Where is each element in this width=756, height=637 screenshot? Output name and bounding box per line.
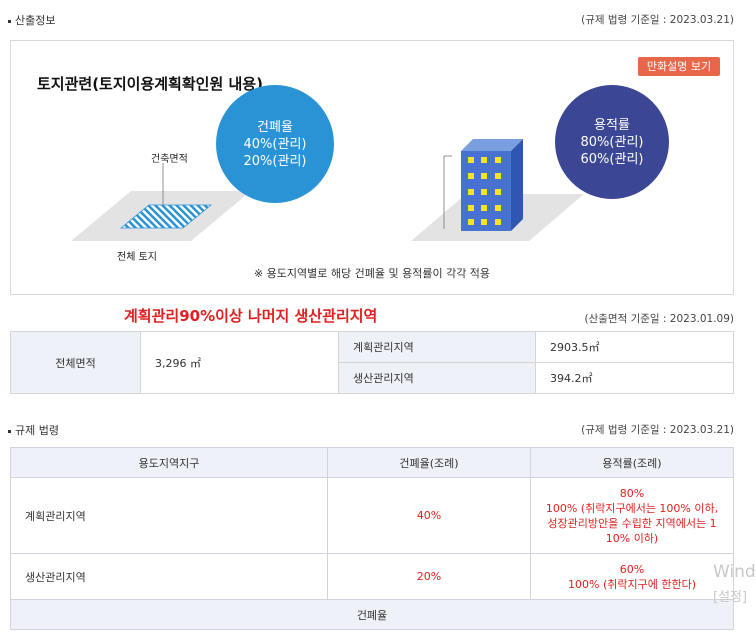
zoning-note: ※ 용도지역별로 해당 건폐율 및 용적률이 각각 적용 [253,267,491,280]
far-value: 80% 100% (취락지구에서는 100% 이하, 성장관리방안을 수립한 지… [530,477,734,554]
coverage-label: 건폐율 [257,119,293,135]
far-value: 60% 100% (취락지구에 한한다) [530,553,734,600]
calc-info-ref-date: (규제 법령 기준일 : 2023.03.21) [581,14,734,26]
bullet-icon [8,429,11,433]
total-area-label: 전체면적 [10,331,141,394]
building-illustration [411,139,584,241]
far-line: 60% [619,562,645,576]
table-row: 생산관리지역 20% 60% 100% (취락지구에 한한다) [10,553,734,600]
col-header-coverage: 건폐율(조례) [327,447,531,478]
far-label: 용적률 [594,117,630,133]
windows-watermark-settings: [설정] [713,590,748,605]
table-header-row: 용도지역지구 건폐율(조례) 용적률(조례) [10,447,734,478]
coverage-circle: 건폐율 40%(관리) 20%(관리) [216,85,334,203]
far-circle: 용적률 80%(관리) 60%(관리) [555,85,669,199]
far-line: 100% (취락지구에서는 100% 이하, [545,501,719,515]
table-row: 전체면적 3,296 ㎡ 계획관리지역 2903.5㎡ [10,331,734,394]
zone-name: 생산관리지역 [10,553,328,600]
far-line: 10% 이하) [605,531,659,545]
bullet-icon [8,19,11,23]
zone-area: 2903.5㎡ [535,331,734,363]
coverage-value-2: 20%(관리) [243,153,307,169]
regulation-heading: 규제 법령 [8,422,59,438]
calc-info-heading-text: 산출정보 [15,14,56,27]
zone-name: 계획관리지역 [10,477,328,554]
far-line: 100% (취락지구에 한한다) [568,577,696,591]
building-footprint [119,204,213,229]
far-line: 성장관리방안을 수립한 지역에서는 1 [547,516,717,530]
windows-watermark-title: Wind [713,562,756,582]
plan-ref-date: (산출면적 기준일 : 2023.01.09) [584,313,734,325]
zone-area: 394.2㎡ [535,362,734,394]
building-windows [468,157,501,225]
far-value-1: 80%(관리) [580,134,644,150]
total-land-label: 전체 토지 [117,252,157,263]
zone-name: 계획관리지역 [338,331,536,363]
table-row: 계획관리지역 40% 80% 100% (취락지구에서는 100% 이하, 성장… [10,477,734,554]
coverage-value-1: 40%(관리) [243,136,307,152]
zone-name: 생산관리지역 [338,362,536,394]
table-sub-header-row: 건폐율 [10,599,734,630]
coverage-sub-header: 건폐율 [10,599,734,630]
building-area-label: 건축면적 [151,154,188,165]
area-table: 전체면적 3,296 ㎡ 계획관리지역 2903.5㎡ 생산관리지역 394.2… [10,331,734,394]
far-value-2: 60%(관리) [580,151,644,167]
total-area-value: 3,296 ㎡ [140,331,339,394]
land-illustration [71,163,251,241]
coverage-value: 40% [327,477,531,554]
building-roof [461,139,523,151]
far-line: 80% [619,486,645,500]
regulation-ref-date: (규제 법령 기준일 : 2023.03.21) [581,424,734,436]
regulation-heading-text: 규제 법령 [15,424,59,437]
regulation-table: 용도지역지구 건폐율(조례) 용적률(조례) 계획관리지역 40% 80% 10… [10,447,734,630]
coverage-value: 20% [327,553,531,600]
col-header-zone: 용도지역지구 [10,447,328,478]
calc-info-heading: 산출정보 [8,12,55,28]
info-illustration-box: 토지관련(토지이용계획확인원 내용) 만화설명 보기 건축면적 전체 토지 건폐… [10,40,734,295]
cartoon-explanation-button[interactable]: 만화설명 보기 [638,57,720,76]
col-header-far: 용적률(조례) [530,447,734,478]
info-title: 토지관련(토지이용계획확인원 내용) [37,75,263,93]
table-row: 생산관리지역 394.2㎡ [11,362,734,394]
building-side [511,139,523,231]
plan-title: 계획관리90%이상 나머지 생산관리지역 [124,307,378,325]
